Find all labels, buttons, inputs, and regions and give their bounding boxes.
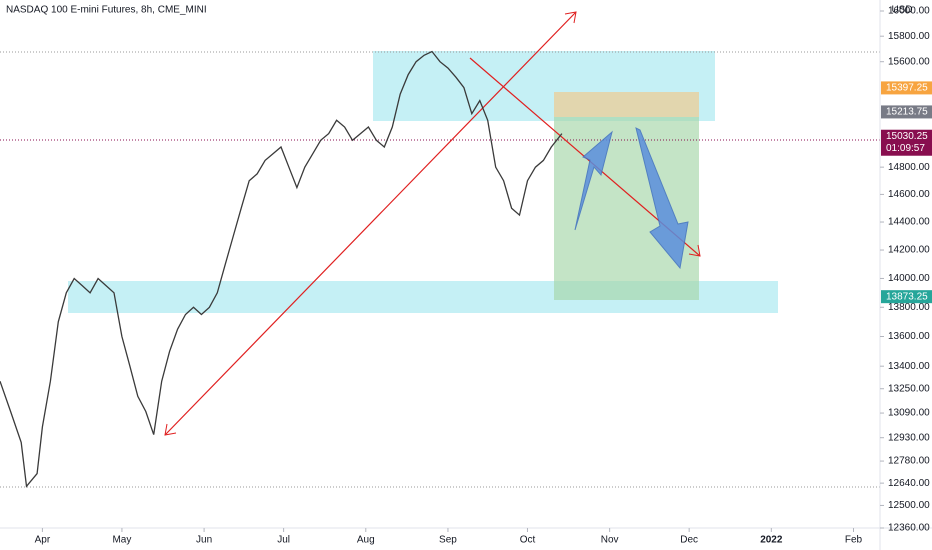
currency: USD [891,5,912,16]
y-tick-label: 14800.00 [888,162,930,173]
price-badge-label: 15213.75 [886,107,928,118]
x-tick-label: Jun [196,535,212,546]
x-tick-label: Sep [439,535,457,546]
price-line [0,50,563,488]
y-tick-label: 15800.00 [888,31,930,42]
y-tick-label: 12780.00 [888,456,930,467]
price-badge [881,81,932,95]
arrow-head [564,11,577,24]
price-badge [881,290,932,304]
arrow-head [164,423,177,436]
countdown: 01:09:57 [886,143,925,154]
x-tick-label: Dec [680,535,698,546]
y-tick-label: 13600.00 [888,331,930,342]
arrow-head [688,244,701,257]
price-badge-label: 15030.25 [886,131,928,142]
y-tick-label: 13090.00 [888,408,930,419]
y-tick-label: 14200.00 [888,245,930,256]
y-tick-label: 13250.00 [888,383,930,394]
y-tick-label: 15600.00 [888,56,930,67]
x-tick-label: Oct [520,535,536,546]
x-tick-label: Feb [845,535,863,546]
y-tick-label: 12930.00 [888,432,930,443]
chart-title: NASDAQ 100 E-mini Futures, 8h, CME_MINI [6,5,207,16]
x-tick-label: Nov [601,535,619,546]
price-badge-label: 15397.25 [886,83,928,94]
target-zone [554,117,699,300]
price-badge [881,129,932,156]
y-tick-label: 12360.00 [888,523,930,534]
y-tick-label: 13400.00 [888,361,930,372]
x-tick-label: May [112,535,131,546]
down-arrow [635,127,689,270]
y-tick-label: 14400.00 [888,217,930,228]
up-arrow [574,130,613,231]
x-tick-label: 2022 [760,535,783,546]
y-tick-label: 12640.00 [888,478,930,489]
y-tick-label: 14600.00 [888,189,930,200]
trend-arrow [164,11,577,436]
x-tick-label: Jul [277,535,290,546]
y-tick-label: 12500.00 [888,500,930,511]
drawings [0,11,880,488]
y-tick-label: 13800.00 [888,302,930,313]
price-badge [881,105,932,119]
y-tick-label: 16000.00 [888,6,930,17]
price-badge-label: 13873.25 [886,291,928,302]
y-tick-label: 14000.00 [888,273,930,284]
x-tick-label: Aug [357,535,375,546]
x-tick-label: Apr [35,535,51,546]
stop-zone [554,92,699,117]
